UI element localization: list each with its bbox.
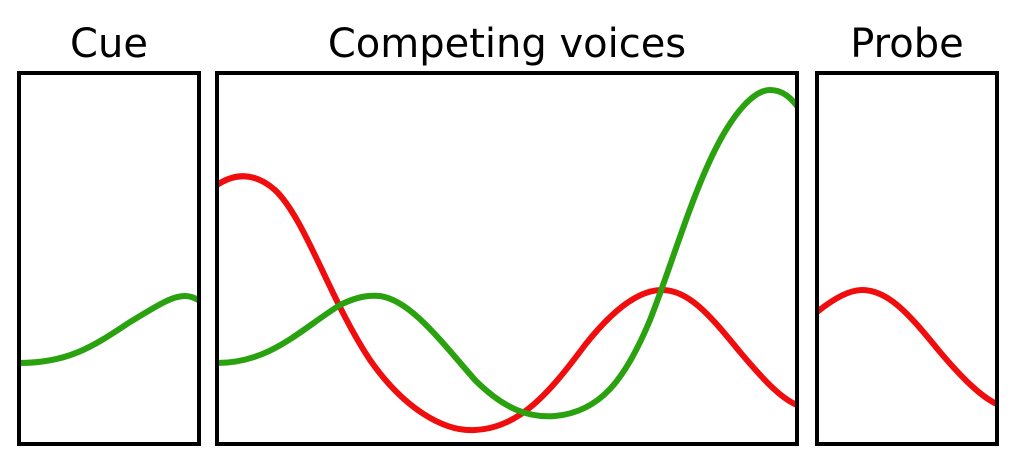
probe-panel-title: Probe bbox=[850, 21, 964, 67]
competing-voices-panel-title: Competing voices bbox=[327, 21, 687, 67]
probe-panel-frame bbox=[815, 71, 999, 446]
competing-red-waveform bbox=[217, 173, 797, 434]
competing-voices-panel bbox=[215, 71, 799, 446]
cue-green-waveform bbox=[19, 292, 199, 366]
cue-panel-frame bbox=[17, 71, 201, 446]
probe-panel bbox=[815, 71, 999, 446]
probe-red-waveform bbox=[817, 286, 997, 408]
cue-panel bbox=[17, 71, 201, 446]
cue-panel-title: Cue bbox=[70, 21, 148, 67]
competing-green-waveform bbox=[217, 86, 797, 420]
competing-voices-panel-frame bbox=[215, 71, 799, 446]
